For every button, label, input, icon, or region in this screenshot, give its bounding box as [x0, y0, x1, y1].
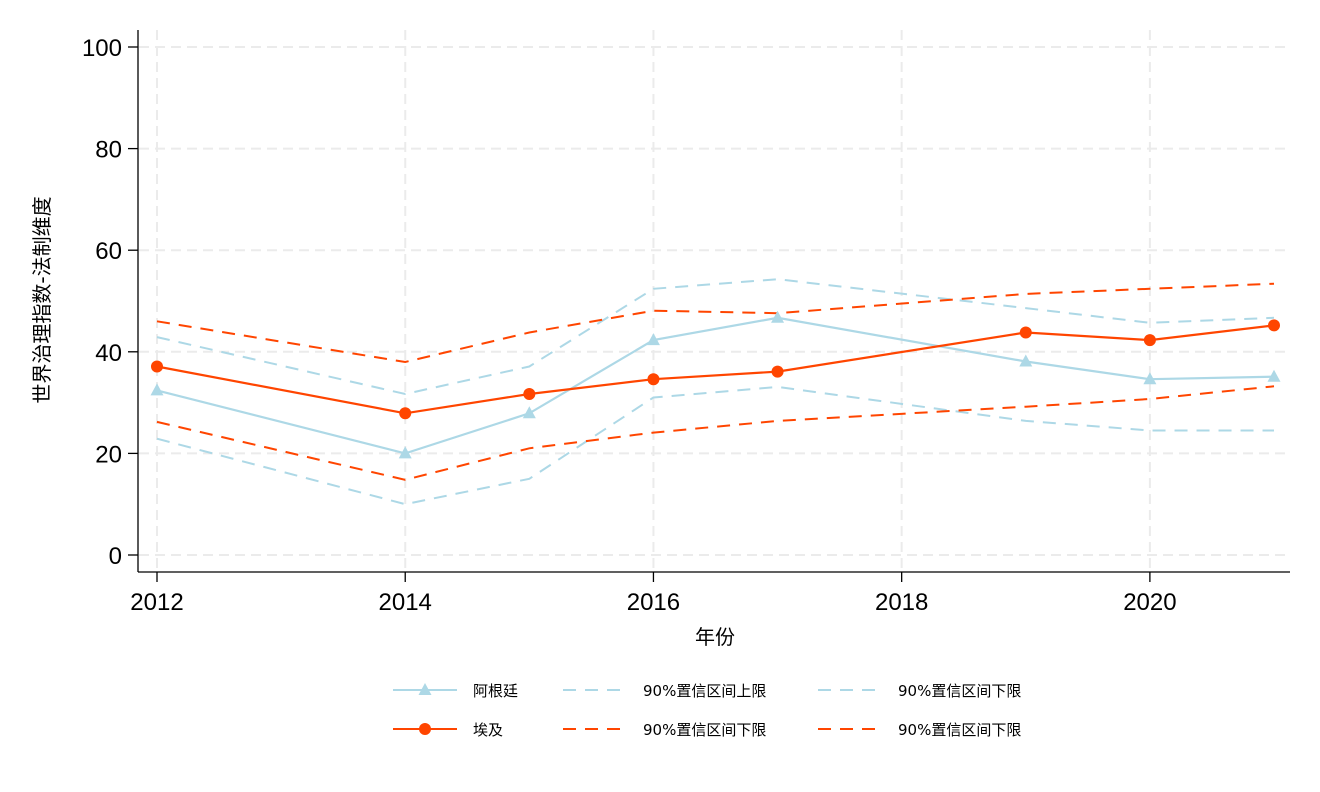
x-tick-label: 2014	[379, 589, 432, 616]
data-point	[771, 310, 785, 323]
legend-item: 90%置信区间下限	[818, 721, 1021, 739]
series-2	[156, 278, 1275, 396]
legend-label: 90%置信区间下限	[643, 721, 766, 739]
legend-label: 阿根廷	[473, 682, 518, 700]
y-tick-label: 60	[95, 238, 122, 265]
legend-label: 90%置信区间下限	[898, 721, 1021, 739]
series-3	[156, 282, 1275, 364]
legend-marker	[418, 683, 432, 695]
grid-lines	[139, 30, 1290, 571]
data-point	[1019, 326, 1032, 339]
data-point	[1267, 369, 1281, 382]
data-point	[646, 333, 660, 346]
series-line	[156, 385, 1275, 481]
data-point	[771, 365, 784, 378]
x-tick-label: 2016	[627, 589, 680, 616]
series-1	[151, 319, 1280, 420]
series-5	[156, 385, 1275, 481]
series-line	[156, 324, 1275, 415]
data-point	[1143, 334, 1156, 347]
data-point	[399, 407, 412, 420]
x-axis-title: 年份	[695, 625, 735, 649]
data-point	[1019, 354, 1033, 367]
y-tick-label: 0	[109, 543, 122, 570]
series-line	[156, 278, 1275, 396]
series-line	[156, 282, 1275, 364]
y-tick-label: 100	[82, 35, 122, 62]
legend-label: 90%置信区间上限	[643, 682, 766, 700]
axes	[137, 30, 1290, 573]
y-ticks: 0 20 40 60 80 100	[82, 35, 138, 570]
legend-item: 阿根廷	[393, 682, 518, 700]
data-point	[1143, 372, 1157, 385]
legend-label: 90%置信区间下限	[898, 682, 1021, 700]
legend-item: 埃及	[393, 721, 503, 739]
y-axis-title: 世界治理指数-法制维度	[30, 196, 54, 403]
x-tick-label: 2018	[875, 589, 928, 616]
x-tick-label: 2012	[130, 589, 183, 616]
data-point	[647, 373, 660, 386]
legend-marker	[419, 723, 431, 735]
data-point	[1268, 319, 1280, 332]
data-point	[522, 406, 536, 419]
data-point	[398, 446, 412, 459]
x-tick-label: 2020	[1123, 589, 1176, 616]
legend-label: 埃及	[473, 721, 503, 739]
series-0	[150, 310, 1281, 459]
data-point	[151, 360, 163, 373]
series-layer	[150, 278, 1281, 506]
series-line	[156, 385, 1274, 506]
data-point	[150, 383, 164, 396]
series-4	[156, 385, 1274, 506]
y-tick-label: 40	[95, 340, 122, 367]
legend-item: 90%置信区间下限	[818, 682, 1021, 700]
data-point	[523, 387, 536, 400]
legend-item: 90%置信区间下限	[563, 721, 766, 739]
series-line	[156, 316, 1275, 455]
legend-item: 90%置信区间上限	[563, 682, 766, 700]
x-ticks: 2012 2014 2016 2018 2020	[130, 572, 1177, 616]
y-tick-label: 20	[95, 441, 122, 468]
y-tick-label: 80	[95, 137, 122, 164]
